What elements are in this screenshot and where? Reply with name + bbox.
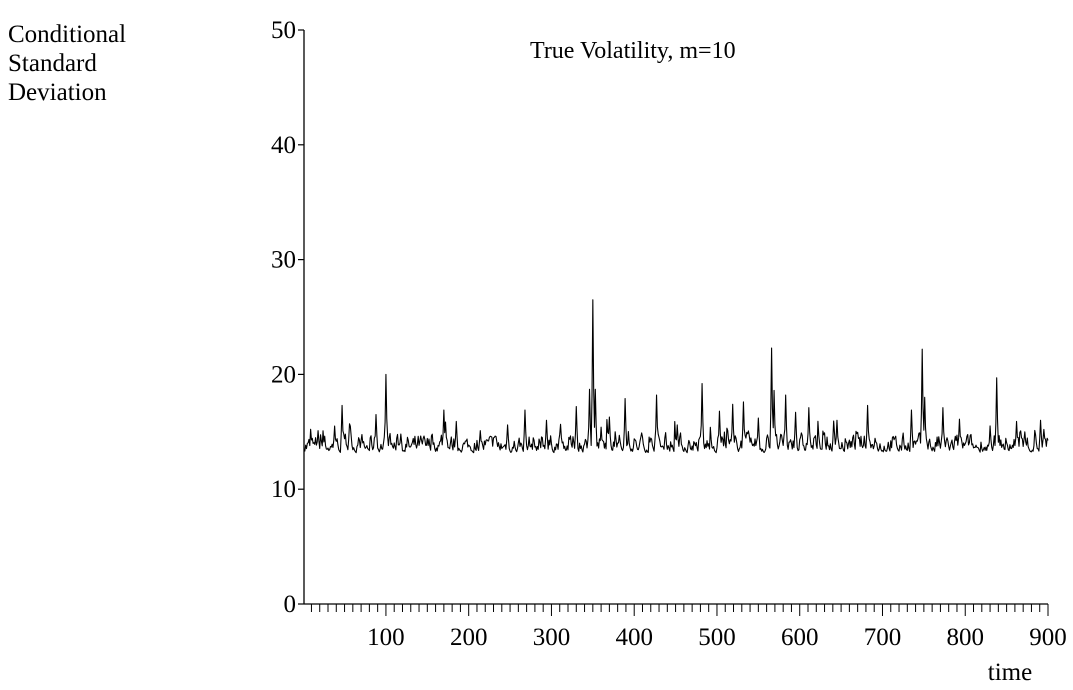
x-tick-label: 900 [1029,624,1067,651]
x-tick-label: 500 [698,624,736,651]
x-tick-label: 100 [367,624,405,651]
x-tick-label: 200 [450,624,488,651]
y-axis-label-line-2: Standard [8,50,97,77]
y-tick-label: 0 [284,591,297,618]
y-tick-label: 50 [271,17,296,44]
x-tick-label: 700 [864,624,902,651]
volatility-series-line [303,299,1049,454]
y-tick-label: 10 [271,476,296,503]
chart-title: True Volatility, m=10 [530,38,736,64]
x-tick-label: 800 [946,624,984,651]
x-tick-label: 300 [533,624,571,651]
y-tick-label: 40 [271,132,296,159]
x-tick-label: 400 [615,624,653,651]
y-tick-label: 20 [271,361,296,388]
x-tick-label: 600 [781,624,819,651]
x-axis-label: time [988,659,1032,686]
y-axis-label-line-1: Conditional [8,21,127,48]
y-tick-label: 30 [271,247,296,274]
y-axis-label-line-3: Deviation [8,79,107,106]
